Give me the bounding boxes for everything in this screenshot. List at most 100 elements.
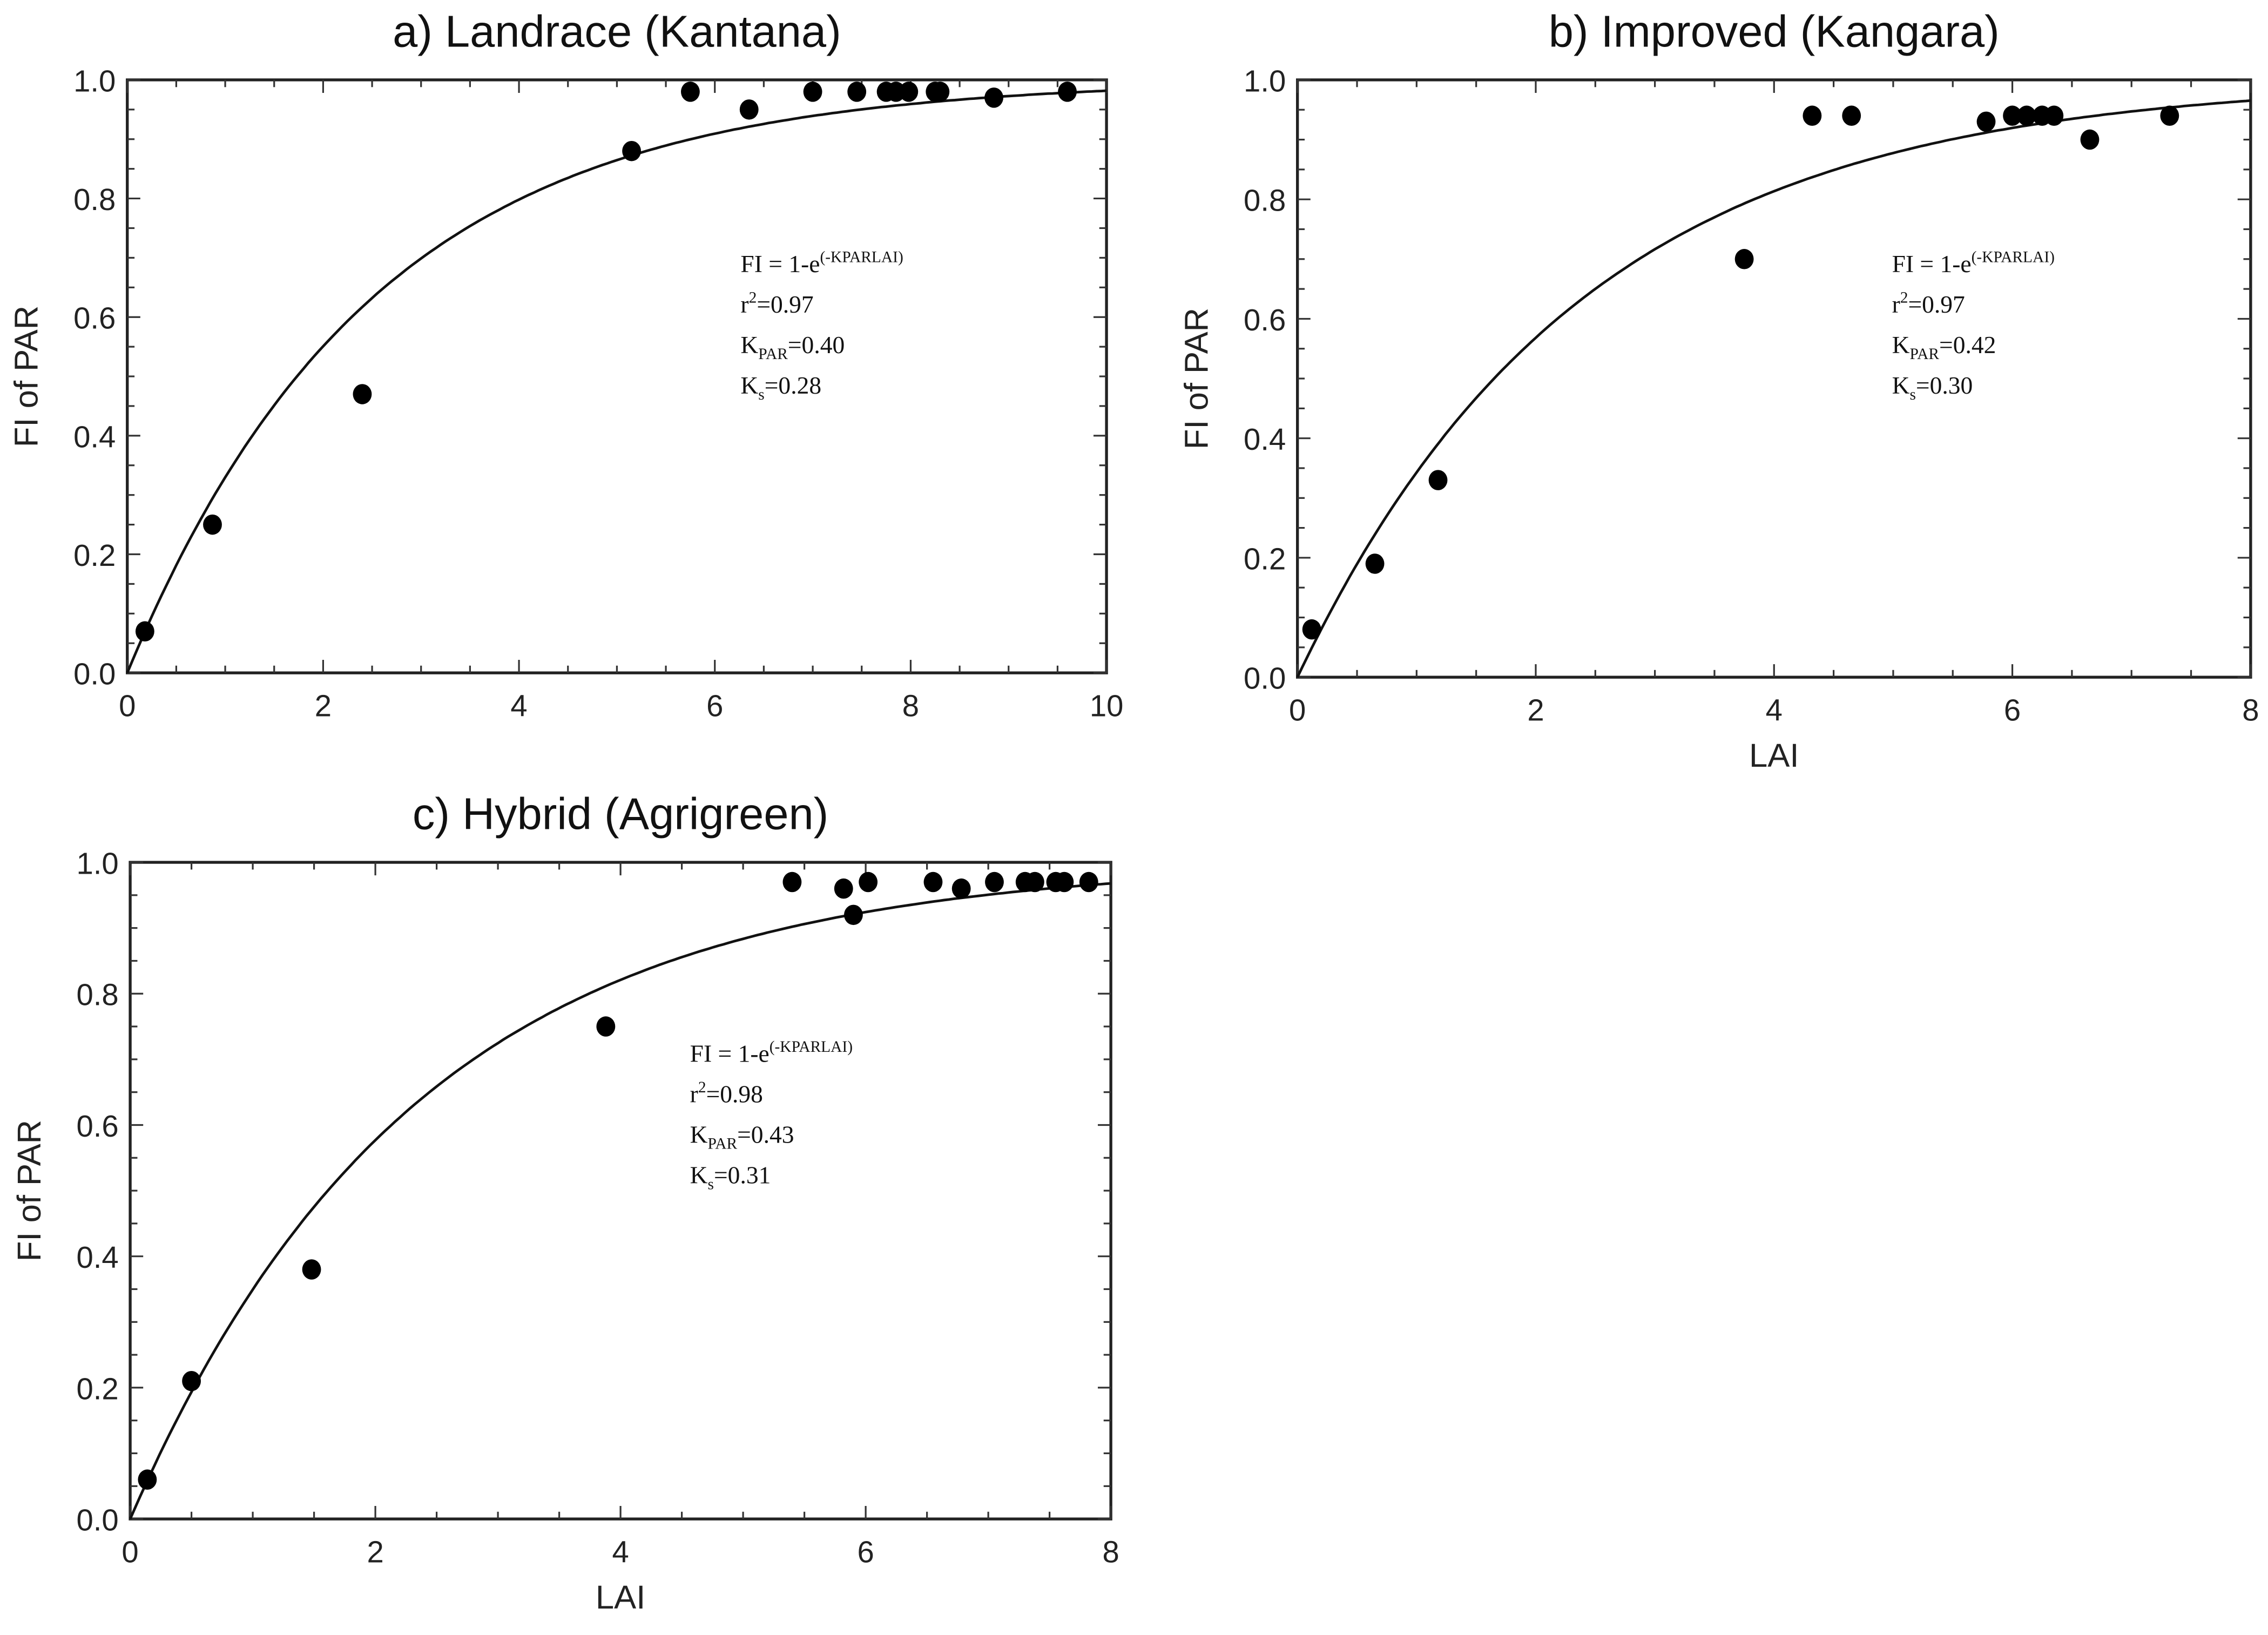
data-point [834,878,853,899]
y-tick-label: 0.6 [1244,303,1286,337]
data-point [2017,105,2036,126]
ks-sub: s [708,1175,714,1193]
fit-curve [126,89,1107,674]
x-tick-label: 8 [902,689,919,723]
r-label: r [740,290,748,318]
r-sup: 2 [698,1079,706,1096]
r-label: r [1892,290,1900,318]
x-tick-label: 2 [367,1535,383,1569]
data-point [2044,105,2064,126]
chart-panel-a: a) Landrace (Kantana) 0 2 4 6 8 10 0.0 0.2 0.4 0.6… [8,6,1124,722]
kpar-label: K [740,331,758,359]
data-point [203,514,222,535]
equation-exponent: (-KPARLAI) [770,1038,853,1056]
fit-equation: FI = 1-e(-KPARLAI) [1892,248,2055,278]
data-point [1976,111,1996,132]
y-tick-label: 0.4 [73,420,116,454]
ks-value: Ks=0.31 [690,1161,771,1193]
y-tick-label: 0.0 [73,657,116,691]
ks-number: =0.31 [714,1161,771,1189]
x-tick-label: 4 [612,1535,629,1569]
data-point [739,99,759,120]
kpar-number: =0.43 [737,1121,794,1148]
data-point [1803,105,1822,126]
r-squared: r2=0.98 [690,1079,763,1108]
data-point [182,1370,201,1391]
x-tick-label: 8 [2242,693,2259,727]
kpar-sub: PAR [758,346,788,363]
y-tick-label: 0.0 [76,1503,118,1537]
x-tick-label: 10 [1090,689,1124,723]
data-point [951,878,971,899]
chart-title: b) Improved (Kangara) [1549,6,2000,56]
y-axis-label: FI of PAR [1178,308,1216,449]
data-point [2160,105,2179,126]
x-tick-label: 0 [122,1535,138,1569]
data-point [782,871,802,893]
ks-number: =0.28 [765,371,821,399]
chart-panel-c: c) Hybrid (Agrigreen) 0 2 4 6 8 0.0 0.2 0.4 0.6 0.… [11,788,1119,1616]
chart-title: c) Hybrid (Agrigreen) [413,788,828,839]
x-tick-label: 6 [706,689,723,723]
data-point [1058,82,1077,102]
x-tick-label: 6 [2004,693,2021,727]
x-tick-label: 2 [315,689,332,723]
x-tick-label: 0 [119,689,136,723]
equation-text: FI = 1-e [740,250,820,278]
x-tick-label: 4 [1766,693,1783,727]
y-axis-label: FI of PAR [8,306,45,447]
x-tick-label: 6 [857,1535,874,1569]
x-axis-label: LAI [1749,737,1799,774]
data-point [2003,105,2022,126]
y-tick-label: 0.8 [73,183,116,217]
kpar-number: =0.42 [1939,331,1996,359]
data-point [1025,871,1044,893]
data-point [596,1016,616,1037]
data-point [985,871,1004,893]
ks-label: K [690,1161,708,1189]
data-point [1302,619,1321,640]
r-sup: 2 [1900,289,1908,306]
y-tick-label: 1.0 [73,64,116,98]
data-point [930,82,950,102]
chart-panel-b: b) Improved (Kangara) 0 2 4 6 8 0.0 0.2 0.4 0.6 0.… [1178,6,2259,774]
y-tick-label: 0.6 [76,1109,118,1143]
kpar-value: KPAR=0.42 [1892,331,1996,363]
kpar-value: KPAR=0.40 [740,331,845,363]
y-tick-label: 0.2 [1244,542,1286,576]
r-squared: r2=0.97 [740,289,813,318]
data-point [2080,129,2100,150]
data-point [923,871,943,893]
r2-value: =0.97 [1908,290,1965,318]
fit-equation: FI = 1-e(-KPARLAI) [740,248,903,278]
plot-frame [1296,78,2252,679]
data-point [899,82,919,102]
ks-label: K [740,371,758,399]
fit-curve [1296,99,2251,678]
fit-curve [129,882,1111,1520]
r2-value: =0.97 [757,290,813,318]
data-point [681,82,700,102]
data-point [859,871,878,893]
y-tick-label: 1.0 [1244,64,1286,98]
data-point [353,384,372,404]
kpar-sub: PAR [708,1135,738,1152]
equation-text: FI = 1-e [690,1040,770,1068]
data-point [847,82,867,102]
x-axis-label: LAI [596,1579,645,1616]
y-tick-label: 0.2 [76,1371,118,1406]
fit-equation: FI = 1-e(-KPARLAI) [690,1038,853,1068]
x-tick-label: 8 [1102,1535,1119,1569]
chart-title: a) Landrace (Kantana) [393,6,841,56]
y-tick-label: 0.6 [73,301,116,335]
x-tick-label: 2 [1527,693,1544,727]
equation-text: FI = 1-e [1892,250,1972,278]
kpar-label: K [690,1121,708,1148]
r-squared: r2=0.97 [1892,289,1965,318]
data-point [1734,249,1754,269]
plot-frame [126,78,1108,674]
ks-sub: s [1909,386,1915,403]
data-point [138,1469,157,1490]
ks-value: Ks=0.30 [1892,371,1973,403]
